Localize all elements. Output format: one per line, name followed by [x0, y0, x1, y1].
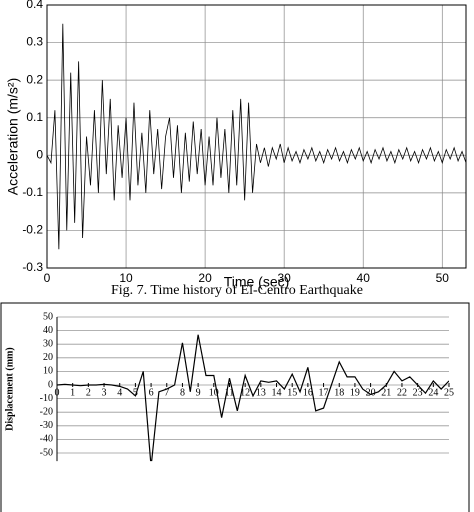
plot-frame [46, 4, 467, 269]
x-tick-label: 20 [366, 387, 376, 398]
y-tick-label: 0.1 [26, 110, 43, 124]
x-tick-label: 6 [149, 387, 154, 398]
x-tick-label: 13 [256, 387, 266, 398]
y-tick-label: 0.4 [26, 0, 43, 11]
x-tick-label: 8 [180, 387, 185, 398]
x-tick-label: 21 [381, 387, 391, 398]
x-tick-label: 9 [196, 387, 201, 398]
x-tick-label: 20 [198, 271, 212, 285]
y-tick-label: 50 [43, 311, 53, 322]
x-tick-label: 7 [164, 387, 169, 398]
x-tick-label: 19 [350, 387, 360, 398]
x-tick-label: 25 [444, 387, 454, 398]
x-tick-label: 1 [70, 387, 75, 398]
y-tick-label: 20 [43, 352, 53, 363]
x-tick-label: 16 [303, 387, 313, 398]
y-tick-label: 0 [48, 379, 53, 390]
x-tick-label: 0 [44, 271, 51, 285]
x-tick-label: 18 [334, 387, 344, 398]
y-tick-label: 10 [43, 366, 53, 377]
chart-1: Fig. 7. Time history of El-Centro Earthq… [5, 0, 467, 298]
y-tick-label: -40 [40, 434, 53, 445]
x-tick-label: 2 [86, 387, 91, 398]
y-tick-label: -10 [40, 393, 53, 404]
x-tick-label: 10 [119, 271, 133, 285]
x-axis-label: Time (sec) [224, 274, 290, 290]
y-tick-label: 0.3 [26, 35, 43, 49]
x-tick-label: 10 [209, 387, 219, 398]
y-axis-label: Acceleration (m/s²) [5, 78, 21, 195]
x-tick-label: 30 [277, 271, 291, 285]
y-tick-label: 0.2 [26, 72, 43, 86]
data-line [57, 334, 449, 462]
x-tick-label: 12 [240, 387, 250, 398]
x-tick-label: 3 [102, 387, 107, 398]
x-tick-label: 22 [397, 387, 407, 398]
y-tick-label: -0.3 [22, 260, 43, 274]
x-tick-label: 11 [225, 387, 235, 398]
y-tick-label: -30 [40, 420, 53, 431]
data-line [47, 23, 466, 250]
x-tick-label: 50 [436, 271, 450, 285]
y-tick-label: -50 [40, 447, 53, 458]
y-tick-label: -0.1 [22, 185, 43, 199]
y-tick-label: 0 [36, 147, 43, 161]
chart-2: -50-40-30-20-100102030405001234567891011… [0, 302, 470, 512]
x-tick-label: 15 [287, 387, 297, 398]
y-tick-label: -0.2 [22, 223, 43, 237]
frame [0, 302, 470, 512]
x-tick-label: 24 [428, 387, 438, 398]
x-tick-label: 23 [413, 387, 423, 398]
y-tick-label: 40 [43, 325, 53, 336]
x-tick-label: 17 [319, 387, 329, 398]
x-tick-label: 14 [272, 387, 282, 398]
y-tick-label: -20 [40, 406, 53, 417]
y-axis-label: Displacement (mm) [4, 347, 15, 431]
x-tick-label: 4 [117, 387, 122, 398]
x-tick-label: 5 [133, 387, 138, 398]
y-tick-label: 30 [43, 338, 53, 349]
x-tick-label: 40 [357, 271, 371, 285]
caption: Fig. 7. Time history of El-Centro Earthq… [111, 283, 363, 298]
